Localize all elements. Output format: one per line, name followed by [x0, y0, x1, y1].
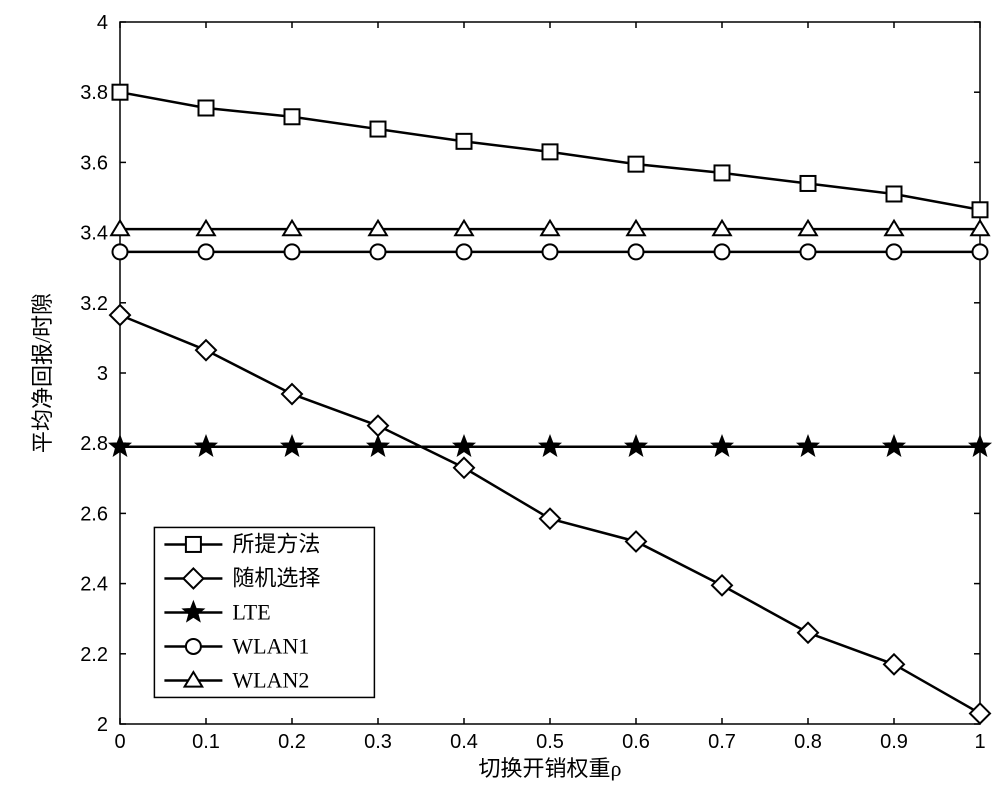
y-tick-label: 2: [97, 714, 108, 736]
y-axis-title: 平均净回报/时隙: [30, 293, 55, 453]
x-tick-label: 0.6: [622, 731, 650, 753]
chart-svg: 0 0.1 0.2 0.3 0.4 0.5 0.6 0.7 0.8 0.9 1 2 2.2 2.4 2.6 2…: [0, 0, 1000, 798]
figure-container: 0 0.1 0.2 0.3 0.4 0.5 0.6 0.7 0.8 0.9 1 2 2.2 2.4 2.6 2…: [0, 0, 1000, 798]
x-tick-label: 0.2: [278, 731, 306, 753]
y-tick-label: 4: [97, 12, 108, 34]
legend: 所提方法随机选择 LTE WLAN1 WLAN2: [154, 527, 374, 697]
x-tick-label: 0.8: [794, 731, 822, 753]
y-tick-label: 3.6: [80, 152, 108, 174]
x-tick-label: 0.4: [450, 731, 478, 753]
y-tick-label: 2.4: [80, 574, 108, 596]
y-tick-label: 3.8: [80, 82, 108, 104]
x-tick-label: 1: [974, 731, 985, 753]
y-tick-label: 3.4: [80, 223, 108, 245]
y-tick-label: 2.6: [80, 503, 108, 525]
x-tick-label: 0.5: [536, 731, 564, 753]
x-axis-title: 切换开销权重ρ: [479, 756, 622, 781]
legend-label: LTE: [232, 599, 270, 624]
legend-label: 所提方法: [232, 531, 320, 556]
legend-label: WLAN2: [232, 667, 309, 692]
y-tick-label: 2.2: [80, 644, 108, 666]
x-tick-label: 0.1: [192, 731, 220, 753]
y-tick-label: 3.2: [80, 293, 108, 315]
legend-label: 随机选择: [232, 565, 320, 590]
x-tick-label: 0: [114, 731, 125, 753]
y-tick-label: 2.8: [80, 433, 108, 455]
y-tick-label: 3: [97, 363, 108, 385]
legend-label: WLAN1: [232, 633, 309, 658]
x-tick-label: 0.9: [880, 731, 908, 753]
x-tick-label: 0.3: [364, 731, 392, 753]
x-tick-label: 0.7: [708, 731, 736, 753]
